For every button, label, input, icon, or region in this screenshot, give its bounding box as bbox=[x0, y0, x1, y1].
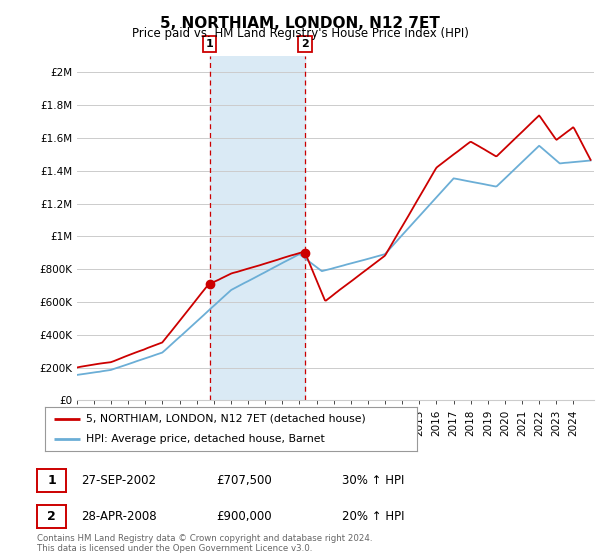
Text: 30% ↑ HPI: 30% ↑ HPI bbox=[342, 474, 404, 487]
Text: Contains HM Land Registry data © Crown copyright and database right 2024.
This d: Contains HM Land Registry data © Crown c… bbox=[37, 534, 373, 553]
Text: 1: 1 bbox=[47, 474, 56, 487]
Text: 5, NORTHIAM, LONDON, N12 7ET: 5, NORTHIAM, LONDON, N12 7ET bbox=[160, 16, 440, 31]
Text: 2: 2 bbox=[301, 39, 309, 49]
Text: Price paid vs. HM Land Registry's House Price Index (HPI): Price paid vs. HM Land Registry's House … bbox=[131, 27, 469, 40]
Text: £707,500: £707,500 bbox=[216, 474, 272, 487]
Text: HPI: Average price, detached house, Barnet: HPI: Average price, detached house, Barn… bbox=[86, 434, 325, 444]
Text: 20% ↑ HPI: 20% ↑ HPI bbox=[342, 510, 404, 523]
Text: 1: 1 bbox=[206, 39, 214, 49]
Text: 2: 2 bbox=[47, 510, 56, 523]
Text: £900,000: £900,000 bbox=[216, 510, 272, 523]
Text: 28-APR-2008: 28-APR-2008 bbox=[81, 510, 157, 523]
Bar bbox=[209, 56, 305, 400]
Text: 5, NORTHIAM, LONDON, N12 7ET (detached house): 5, NORTHIAM, LONDON, N12 7ET (detached h… bbox=[86, 414, 365, 424]
Text: 27-SEP-2002: 27-SEP-2002 bbox=[81, 474, 156, 487]
